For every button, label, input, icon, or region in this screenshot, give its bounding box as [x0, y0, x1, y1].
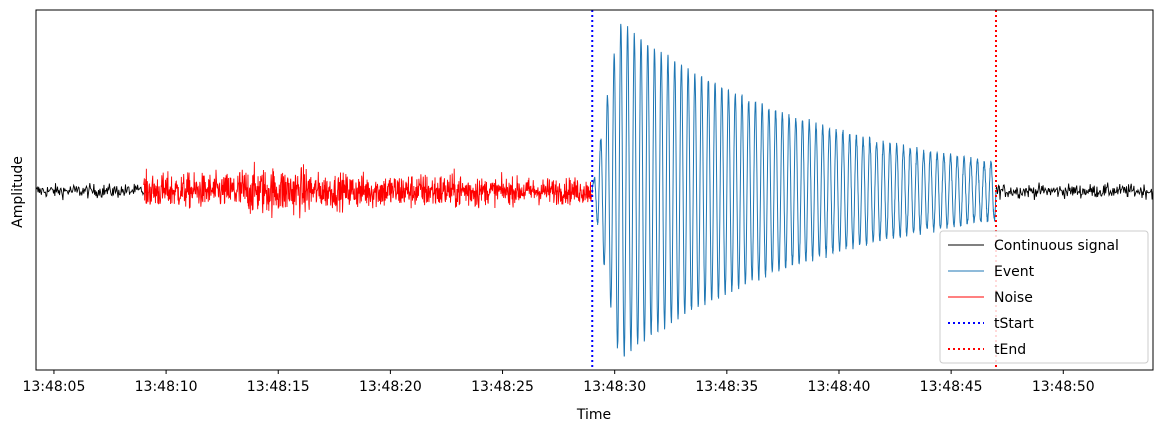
legend-label: tEnd	[994, 342, 1026, 358]
x-tick-label: 13:48:45	[920, 379, 983, 395]
x-tick-label: 13:48:25	[471, 379, 534, 395]
continuous-signal-line-2	[995, 182, 1154, 201]
legend-label: Event	[994, 264, 1035, 280]
legend-label: tStart	[994, 316, 1034, 332]
legend-box	[939, 230, 1149, 364]
x-tick-label: 13:48:10	[135, 379, 198, 395]
x-tick-label: 13:48:35	[695, 379, 758, 395]
x-tick-label: 13:48:20	[359, 379, 422, 395]
legend: Continuous signal Event Noise tStart tEnd	[939, 230, 1149, 364]
noise-line-1	[143, 161, 593, 219]
legend-label: Continuous signal	[994, 238, 1119, 254]
legend-label: Noise	[994, 290, 1033, 306]
x-tick-label: 13:48:30	[583, 379, 646, 395]
x-tick-label: 13:48:15	[247, 379, 310, 395]
x-axis-label: Time	[576, 407, 611, 423]
plot-frame	[35, 9, 1154, 371]
continuous-signal-line-1	[35, 183, 145, 201]
x-axis-ticks: 13:48:05 13:48:10 13:48:15 13:48:20 13:48:25…	[22, 370, 1095, 395]
y-axis-label: Amplitude	[10, 156, 26, 228]
traces	[35, 23, 1154, 357]
x-tick-label: 13:48:05	[22, 379, 85, 395]
x-tick-label: 13:48:50	[1032, 379, 1095, 395]
event-line-1	[591, 23, 997, 357]
x-tick-label: 13:48:40	[808, 379, 871, 395]
